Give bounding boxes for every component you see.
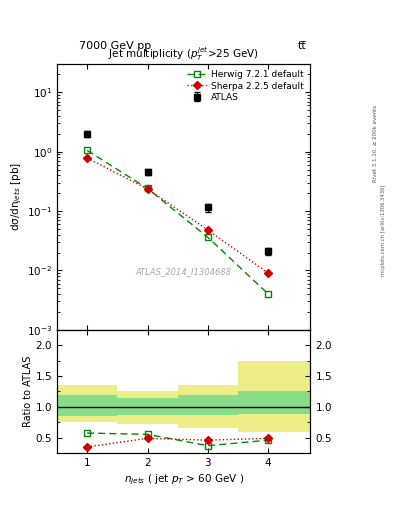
Y-axis label: dσ/dn$_{jets}$ [pb]: dσ/dn$_{jets}$ [pb]: [9, 162, 24, 231]
Text: Rivet 3.1.10, ≥ 200k events: Rivet 3.1.10, ≥ 200k events: [373, 105, 378, 182]
Herwig 7.2.1 default: [85, 147, 90, 154]
Legend: Herwig 7.2.1 default, Sherpa 2.2.5 default, ATLAS: Herwig 7.2.1 default, Sherpa 2.2.5 defau…: [185, 69, 306, 103]
Text: 7000 GeV pp: 7000 GeV pp: [79, 41, 151, 51]
Text: tt̅: tt̅: [298, 41, 307, 51]
Sherpa 2.2.5 default: [85, 155, 90, 161]
Sherpa 2.2.5 default: [145, 186, 150, 192]
Text: mcplots.cern.ch [arXiv:1306.3436]: mcplots.cern.ch [arXiv:1306.3436]: [381, 185, 386, 276]
Herwig 7.2.1 default: [145, 185, 150, 191]
Y-axis label: Ratio to ATLAS: Ratio to ATLAS: [23, 356, 33, 427]
Herwig 7.2.1 default: [266, 291, 270, 297]
X-axis label: $n_{jets}$ ( jet $p_T$ > 60 GeV ): $n_{jets}$ ( jet $p_T$ > 60 GeV ): [123, 472, 244, 486]
Text: ATLAS_2014_I1304688: ATLAS_2014_I1304688: [136, 267, 232, 276]
Line: Sherpa 2.2.5 default: Sherpa 2.2.5 default: [84, 155, 271, 276]
Sherpa 2.2.5 default: [206, 227, 210, 233]
Line: Herwig 7.2.1 default: Herwig 7.2.1 default: [84, 147, 272, 297]
Title: Jet multiplicity ($p_{T}^{jet}$>25 GeV): Jet multiplicity ($p_{T}^{jet}$>25 GeV): [108, 46, 259, 63]
Sherpa 2.2.5 default: [266, 270, 270, 276]
Herwig 7.2.1 default: [206, 234, 210, 241]
